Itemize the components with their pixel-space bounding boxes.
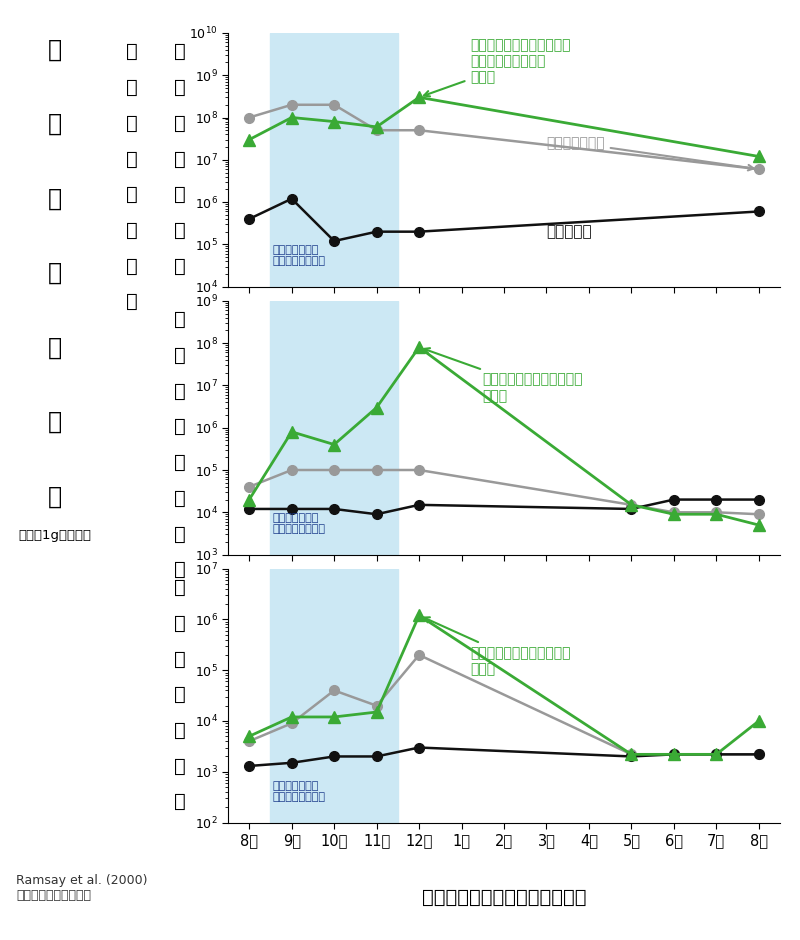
Text: 香: 香 [174, 614, 186, 633]
Text: 菌: 菌 [174, 525, 186, 543]
Text: 従: 従 [174, 42, 186, 61]
Text: 族: 族 [174, 650, 186, 668]
Text: 解: 解 [174, 489, 186, 508]
Text: 存: 存 [126, 221, 138, 240]
Text: 油流出からの経過時間（月数）: 油流出からの経過時間（月数） [422, 888, 586, 907]
Text: 菌: 菌 [174, 221, 186, 240]
Text: た: た [126, 292, 138, 311]
Text: 解: 解 [174, 721, 186, 740]
Text: 物: 物 [126, 114, 138, 133]
Text: ア: ア [174, 310, 186, 329]
Text: バイオレメディエーション
（酸素注入と施肥）
実験区: バイオレメディエーション （酸素注入と施肥） 実験区 [424, 39, 570, 97]
Text: し: し [126, 257, 138, 275]
Text: ン: ン [174, 417, 186, 436]
Text: ル: ル [174, 346, 186, 365]
Text: の: の [47, 410, 62, 434]
Text: 対照実験区: 対照実験区 [546, 224, 592, 239]
Text: テ: テ [47, 187, 62, 211]
Text: リ: リ [47, 261, 62, 285]
Text: エアレーション
酸素注入した期間: エアレーション 酸素注入した期間 [273, 512, 326, 534]
Text: 数: 数 [174, 257, 186, 275]
Text: Ramsay et al. (2000)
のグラフを元に描いた: Ramsay et al. (2000) のグラフを元に描いた [16, 874, 147, 902]
Text: 分: 分 [174, 685, 186, 704]
Text: バイオレメディエーション
実験区: バイオレメディエーション 実験区 [424, 618, 570, 676]
Text: 有: 有 [126, 42, 138, 61]
Text: 数: 数 [174, 792, 186, 811]
Text: ア: ア [47, 336, 62, 360]
Text: 原油添加実験区: 原油添加実験区 [546, 136, 754, 170]
Text: 菌: 菌 [174, 757, 186, 776]
Text: 芳: 芳 [174, 578, 186, 597]
Text: エアレーション
酸素注入した期間: エアレーション 酸素注入した期間 [273, 780, 326, 802]
Text: 分: 分 [174, 453, 186, 472]
Text: 栄: 栄 [174, 114, 186, 133]
Text: に: に [126, 149, 138, 168]
Bar [270, 33, 398, 287]
Text: バ: バ [47, 38, 62, 62]
Bar [270, 301, 398, 555]
Text: 数: 数 [174, 560, 186, 579]
Text: 細: 細 [174, 185, 186, 204]
Text: 養: 養 [174, 149, 186, 168]
Text: 依: 依 [126, 185, 138, 204]
Text: バイオレメディエーション
実験区: バイオレメディエーション 実験区 [424, 348, 583, 403]
Text: 数: 数 [47, 485, 62, 509]
Text: カ: カ [174, 382, 186, 400]
Text: 属: 属 [174, 78, 186, 97]
Text: ク: ク [47, 112, 62, 136]
Text: （土壌1g当たり）: （土壌1g当たり） [18, 529, 91, 541]
Bar [270, 569, 398, 822]
Text: エアレーション
酸素注入した期間: エアレーション 酸素注入した期間 [273, 244, 326, 266]
Text: 機: 機 [126, 78, 138, 97]
